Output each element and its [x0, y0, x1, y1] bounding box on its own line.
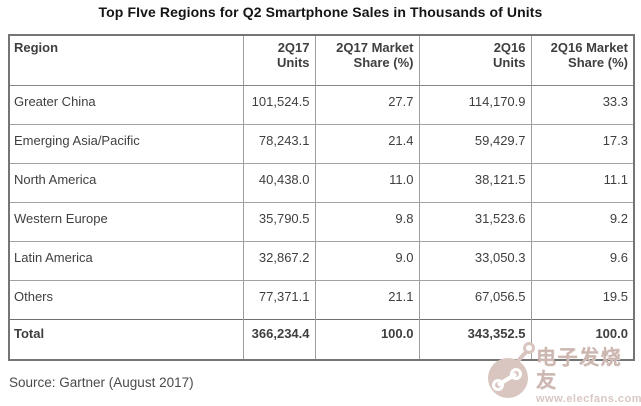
q17-share-cell: 100.0 — [314, 318, 419, 360]
column-label: 2Q16 — [493, 40, 526, 55]
q17-share-cell: 11.0 — [314, 162, 419, 202]
q17-units-cell: 101,524.5 — [242, 85, 315, 124]
q16-units-cell: 33,050.3 — [418, 240, 531, 280]
q17-units-cell: 32,867.2 — [242, 240, 315, 280]
q16-share-cell: 19.5 — [530, 279, 634, 319]
column-label: 2Q16 Market — [550, 40, 628, 55]
column-sublabel: Share (%) — [353, 55, 414, 70]
column-header-2q16-units: 2Q16 Units — [418, 35, 531, 86]
table-header: Region 2Q17 Units 2Q17 Market Share (%) 2Q… — [9, 35, 634, 86]
q16-share-cell: 100.0 — [530, 318, 634, 360]
table-row: Western Europe 35,790.5 9.8 31,523.6 9.2 — [9, 201, 634, 241]
q16-units-cell: 59,429.7 — [418, 123, 531, 163]
q16-units-cell: 114,170.9 — [418, 85, 531, 124]
table-row: North America 40,438.0 11.0 38,121.5 11.… — [9, 162, 634, 202]
q17-units-cell: 78,243.1 — [242, 123, 315, 163]
region-cell: Emerging Asia/Pacific — [9, 123, 243, 163]
column-header-2q17-units: 2Q17 Units — [242, 35, 315, 86]
q16-units-cell: 38,121.5 — [418, 162, 531, 202]
q16-units-cell: 67,056.5 — [418, 279, 531, 319]
q17-units-cell: 35,790.5 — [242, 201, 315, 241]
table-row: Greater China 101,524.5 27.7 114,170.9 3… — [9, 85, 634, 124]
column-sublabel: Units — [493, 55, 526, 70]
table-row: Emerging Asia/Pacific 78,243.1 21.4 59,4… — [9, 123, 634, 163]
region-cell: Latin America — [9, 240, 243, 280]
column-sublabel: Share (%) — [568, 55, 628, 70]
region-cell: Others — [9, 279, 243, 319]
q17-share-cell: 9.0 — [314, 240, 419, 280]
header-row: Region 2Q17 Units 2Q17 Market Share (%) 2Q… — [9, 35, 634, 86]
q16-share-cell: 17.3 — [530, 123, 634, 163]
column-label: Region — [14, 40, 59, 55]
watermark-url: www.elecfans.com — [536, 393, 641, 405]
q17-share-cell: 21.1 — [314, 279, 419, 319]
q16-units-cell: 31,523.6 — [418, 201, 531, 241]
region-cell: Western Europe — [9, 201, 243, 241]
q17-units-cell: 366,234.4 — [242, 318, 315, 360]
region-cell: North America — [9, 162, 243, 202]
source-text: Source: Gartner (August 2017) — [9, 375, 194, 390]
q17-share-cell: 27.7 — [314, 85, 419, 124]
column-label: 2Q17 — [277, 40, 310, 55]
q17-units-cell: 40,438.0 — [242, 162, 315, 202]
column-header-2q16-share: 2Q16 Market Share (%) — [530, 35, 634, 86]
region-cell: Greater China — [14, 93, 96, 109]
q16-share-cell: 33.3 — [530, 85, 634, 124]
column-header-2q17-share: 2Q17 Market Share (%) — [314, 35, 419, 86]
column-label: 2Q17 Market — [336, 40, 414, 55]
q16-units-cell: 343,352.5 — [418, 318, 531, 360]
page-title: Top FIve Regions for Q2 Smartphone Sales… — [98, 4, 543, 20]
region-cell: Total — [9, 318, 243, 360]
q16-share-cell: 11.1 — [530, 162, 634, 202]
q16-share-cell: 9.2 — [530, 201, 634, 241]
q17-units-cell: 77,371.1 — [242, 279, 315, 319]
column-sublabel: Units — [277, 55, 310, 70]
column-header-region: Region — [9, 35, 243, 86]
smartphone-sales-table: Region 2Q17 Units 2Q17 Market Share (%) 2Q… — [8, 34, 635, 361]
table-row: Latin America 32,867.2 9.0 33,050.3 9.6 — [9, 240, 634, 280]
q17-share-cell: 9.8 — [314, 201, 419, 241]
table-row: Others 77,371.1 21.1 67,056.5 19.5 — [9, 279, 634, 319]
total-row: Total 366,234.4 100.0 343,352.5 100.0 — [9, 318, 634, 360]
q17-share-cell: 21.4 — [314, 123, 419, 163]
q16-share-cell: 9.6 — [530, 240, 634, 280]
